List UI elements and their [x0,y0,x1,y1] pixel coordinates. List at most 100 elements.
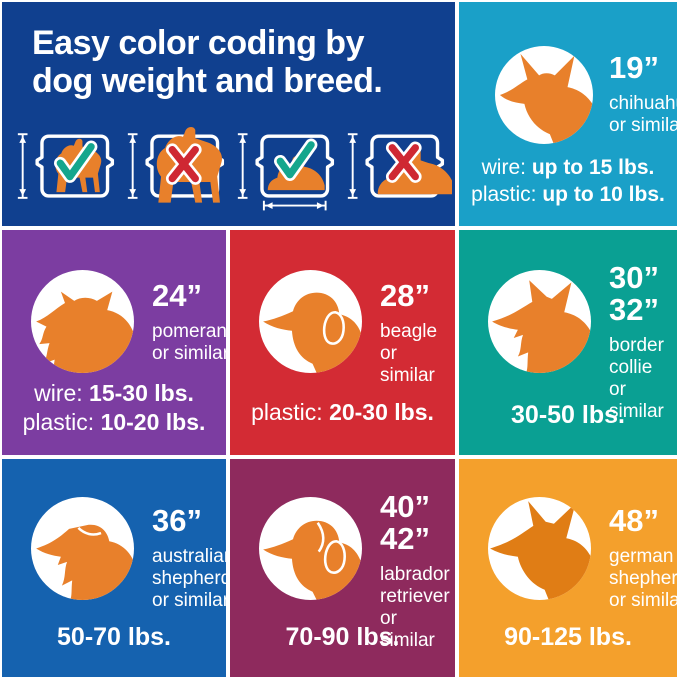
breed-line: german [609,546,674,567]
breed-label: labrador retriever or similar [380,564,455,652]
breed-line: beagle [380,321,438,342]
german-shepherd-icon [490,501,591,600]
border-collie-icon [492,280,591,373]
breed-line: labrador [380,564,450,585]
weight-range: up to 10 lbs. [542,183,665,206]
weight-info: wire: 15-30 lbs. plastic: 10-20 lbs. [2,379,226,437]
australian-shepherd-circle [31,497,134,600]
breed-line: retriever [380,586,450,607]
pomeranian-icon [36,291,134,373]
crate-length-fit-icon [237,133,335,211]
crate-type-label: plastic: [251,399,323,425]
breed-line: border [609,335,664,356]
beagle-circle [259,270,362,373]
weight-range: up to 15 lbs. [531,156,655,179]
weight-info: 90-125 lbs. [459,624,677,651]
panel-beagle: 28” beagle or similar plastic: 20-30 lbs… [230,230,455,455]
weight-line: 90-125 lbs. [459,624,677,651]
crate-size-label: 32” [609,292,659,327]
crate-length-too-big-icon [347,133,452,199]
x-icon [385,141,422,183]
weight-info: wire: up to 15 lbs. plastic: up to 10 lb… [459,154,677,208]
border-collie-circle [488,270,591,373]
breed-line: or similar [609,379,664,422]
crate-type-label: wire: [34,380,83,406]
crate-height-too-big-icon [127,126,225,203]
german-shepherd-circle [488,497,591,600]
title-line-1: Easy color coding by [32,24,364,62]
breed-line: collie [609,357,653,378]
chihuahua-icon [499,53,593,144]
breed-line: or similar [609,590,677,611]
x-icon [165,143,202,185]
crate-size-label: 40” [380,489,430,524]
breed-label: beagle or similar [380,321,455,387]
panel-australian-shepherd: 36” australian shepherd or similar 50-70… [2,459,226,677]
panel-header: Easy color coding by dog weight and bree… [2,2,455,226]
breed-line: chihuahua [609,93,677,114]
australian-shepherd-icon [36,524,134,600]
crate-icon [145,134,225,198]
panel-border-collie: 30” 32” border collie or similar 30-50 l… [459,230,677,455]
crate-size-label: 48” [609,503,659,538]
breed-line: or similar [380,608,435,651]
chihuahua-circle [495,46,593,144]
weight-range: 90-125 lbs. [504,623,632,651]
beagle-icon [263,292,362,373]
breed-line: or similar [152,343,226,364]
crate-size-label: 36” [152,503,202,538]
panel-labrador-retriever: 40” 42” labrador retriever or similar 70… [230,459,455,677]
weight-info: 50-70 lbs. [2,624,226,651]
breed-label: chihuahua or similar [609,93,677,137]
weight-line: 30-50 lbs. [459,402,677,429]
crate-type-label: plastic: [22,409,95,435]
weight-info: 30-50 lbs. [459,402,677,429]
weight-range: 10-20 lbs. [100,409,206,435]
weight-range: 15-30 lbs. [89,380,194,406]
crate-size-label: 24” [152,278,202,313]
weight-range: 70-90 lbs. [285,623,400,651]
check-icon [54,140,98,183]
crate-size-label: 42” [380,521,430,556]
weight-line: plastic: 20-30 lbs. [230,398,455,427]
breed-line: or similar [609,115,677,136]
breed-line: australian [152,546,226,567]
weight-range: 20-30 lbs. [329,399,434,425]
breed-label: german shepherd, or similar [609,546,677,612]
labrador-retriever-circle [259,497,362,600]
labrador-retriever-icon [263,520,362,600]
crate-size-label: 30” [609,260,659,295]
crate-icon [255,134,335,198]
title-line-2: dog weight and breed. [32,62,383,100]
breed-label: australian shepherd or similar [152,546,226,612]
crate-size-label: 28” [380,278,430,313]
weight-info: 70-90 lbs. [230,624,455,651]
vertical-measure-arrow-icon [127,133,138,199]
crate-type-label: wire: [481,156,526,179]
breed-line: pomeranian [152,321,226,342]
weight-range: 50-70 lbs. [57,623,171,651]
breed-line: or similar [152,590,226,611]
weight-line: 70-90 lbs. [230,624,455,651]
weight-line: plastic: up to 10 lbs. [459,181,677,208]
vertical-measure-arrow-icon [347,133,358,199]
horizontal-measure-arrow-icon [262,200,327,211]
breed-line: shepherd, [609,568,677,589]
page-title: Easy color coding by dog weight and bree… [32,24,383,100]
crate-type-label: plastic: [471,183,537,206]
pomeranian-circle [31,270,134,373]
panel-chihuahua: 19” chihuahua or similar wire: up to 15 … [459,2,677,226]
check-icon [274,138,318,181]
weight-range: 30-50 lbs. [511,401,625,429]
weight-line: wire: up to 15 lbs. [459,154,677,181]
breed-label: border collie or similar [609,335,677,423]
crate-size-label: 19” [609,50,659,85]
weight-info: plastic: 20-30 lbs. [230,398,455,427]
breed-line: or similar [380,343,435,386]
vertical-measure-arrow-icon [237,133,248,199]
crate-fit-legend [14,120,452,214]
panel-german-shepherd: 48” german shepherd, or similar 90-125 l… [459,459,677,677]
weight-line: 50-70 lbs. [2,624,226,651]
weight-line: plastic: 10-20 lbs. [2,408,226,437]
